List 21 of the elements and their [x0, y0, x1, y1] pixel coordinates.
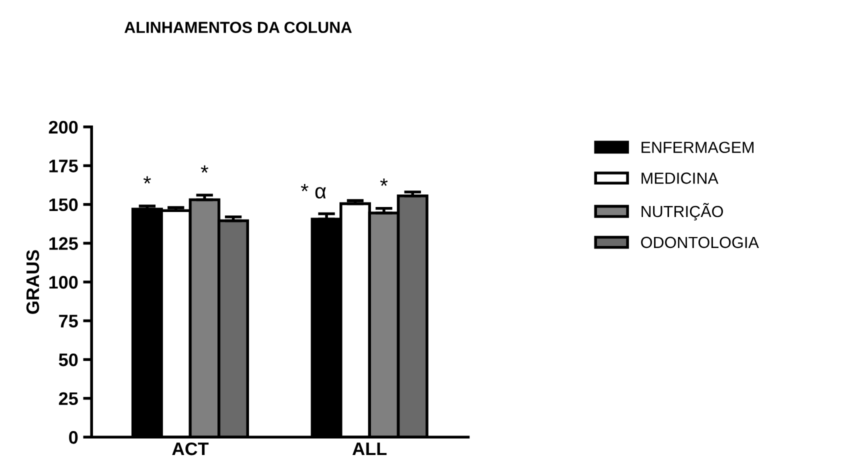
legend-label: ENFERMAGEM [642, 142, 754, 154]
y-tick-label: 25 [58, 392, 78, 406]
chart-title: ALINHAMENTOS DA COLUNA [124, 22, 352, 34]
y-tick-label: 125 [49, 237, 78, 250]
annotation: * α [300, 184, 326, 199]
annotation: * [200, 165, 208, 173]
legend-label: ODONTOLOGIA [641, 236, 759, 248]
y-tick-label: 75 [59, 314, 78, 328]
y-tick-label: 175 [49, 160, 78, 172]
annotation: * [380, 178, 388, 186]
y-tick-label: 50 [58, 353, 78, 366]
y-tick-label: 0 [69, 431, 78, 444]
y-axis-title: GRAUS [26, 250, 40, 314]
x-tick-label: ACT [172, 442, 209, 456]
x-tick-label: ALL [352, 442, 387, 456]
annotation: * [143, 176, 151, 184]
y-tick-label: 200 [48, 120, 78, 134]
legend-label: MEDICINA [642, 172, 718, 184]
y-tick-label: 100 [49, 276, 78, 289]
legend-label: NUTRIÇÃO [642, 203, 723, 220]
y-tick-label: 150 [49, 198, 78, 212]
